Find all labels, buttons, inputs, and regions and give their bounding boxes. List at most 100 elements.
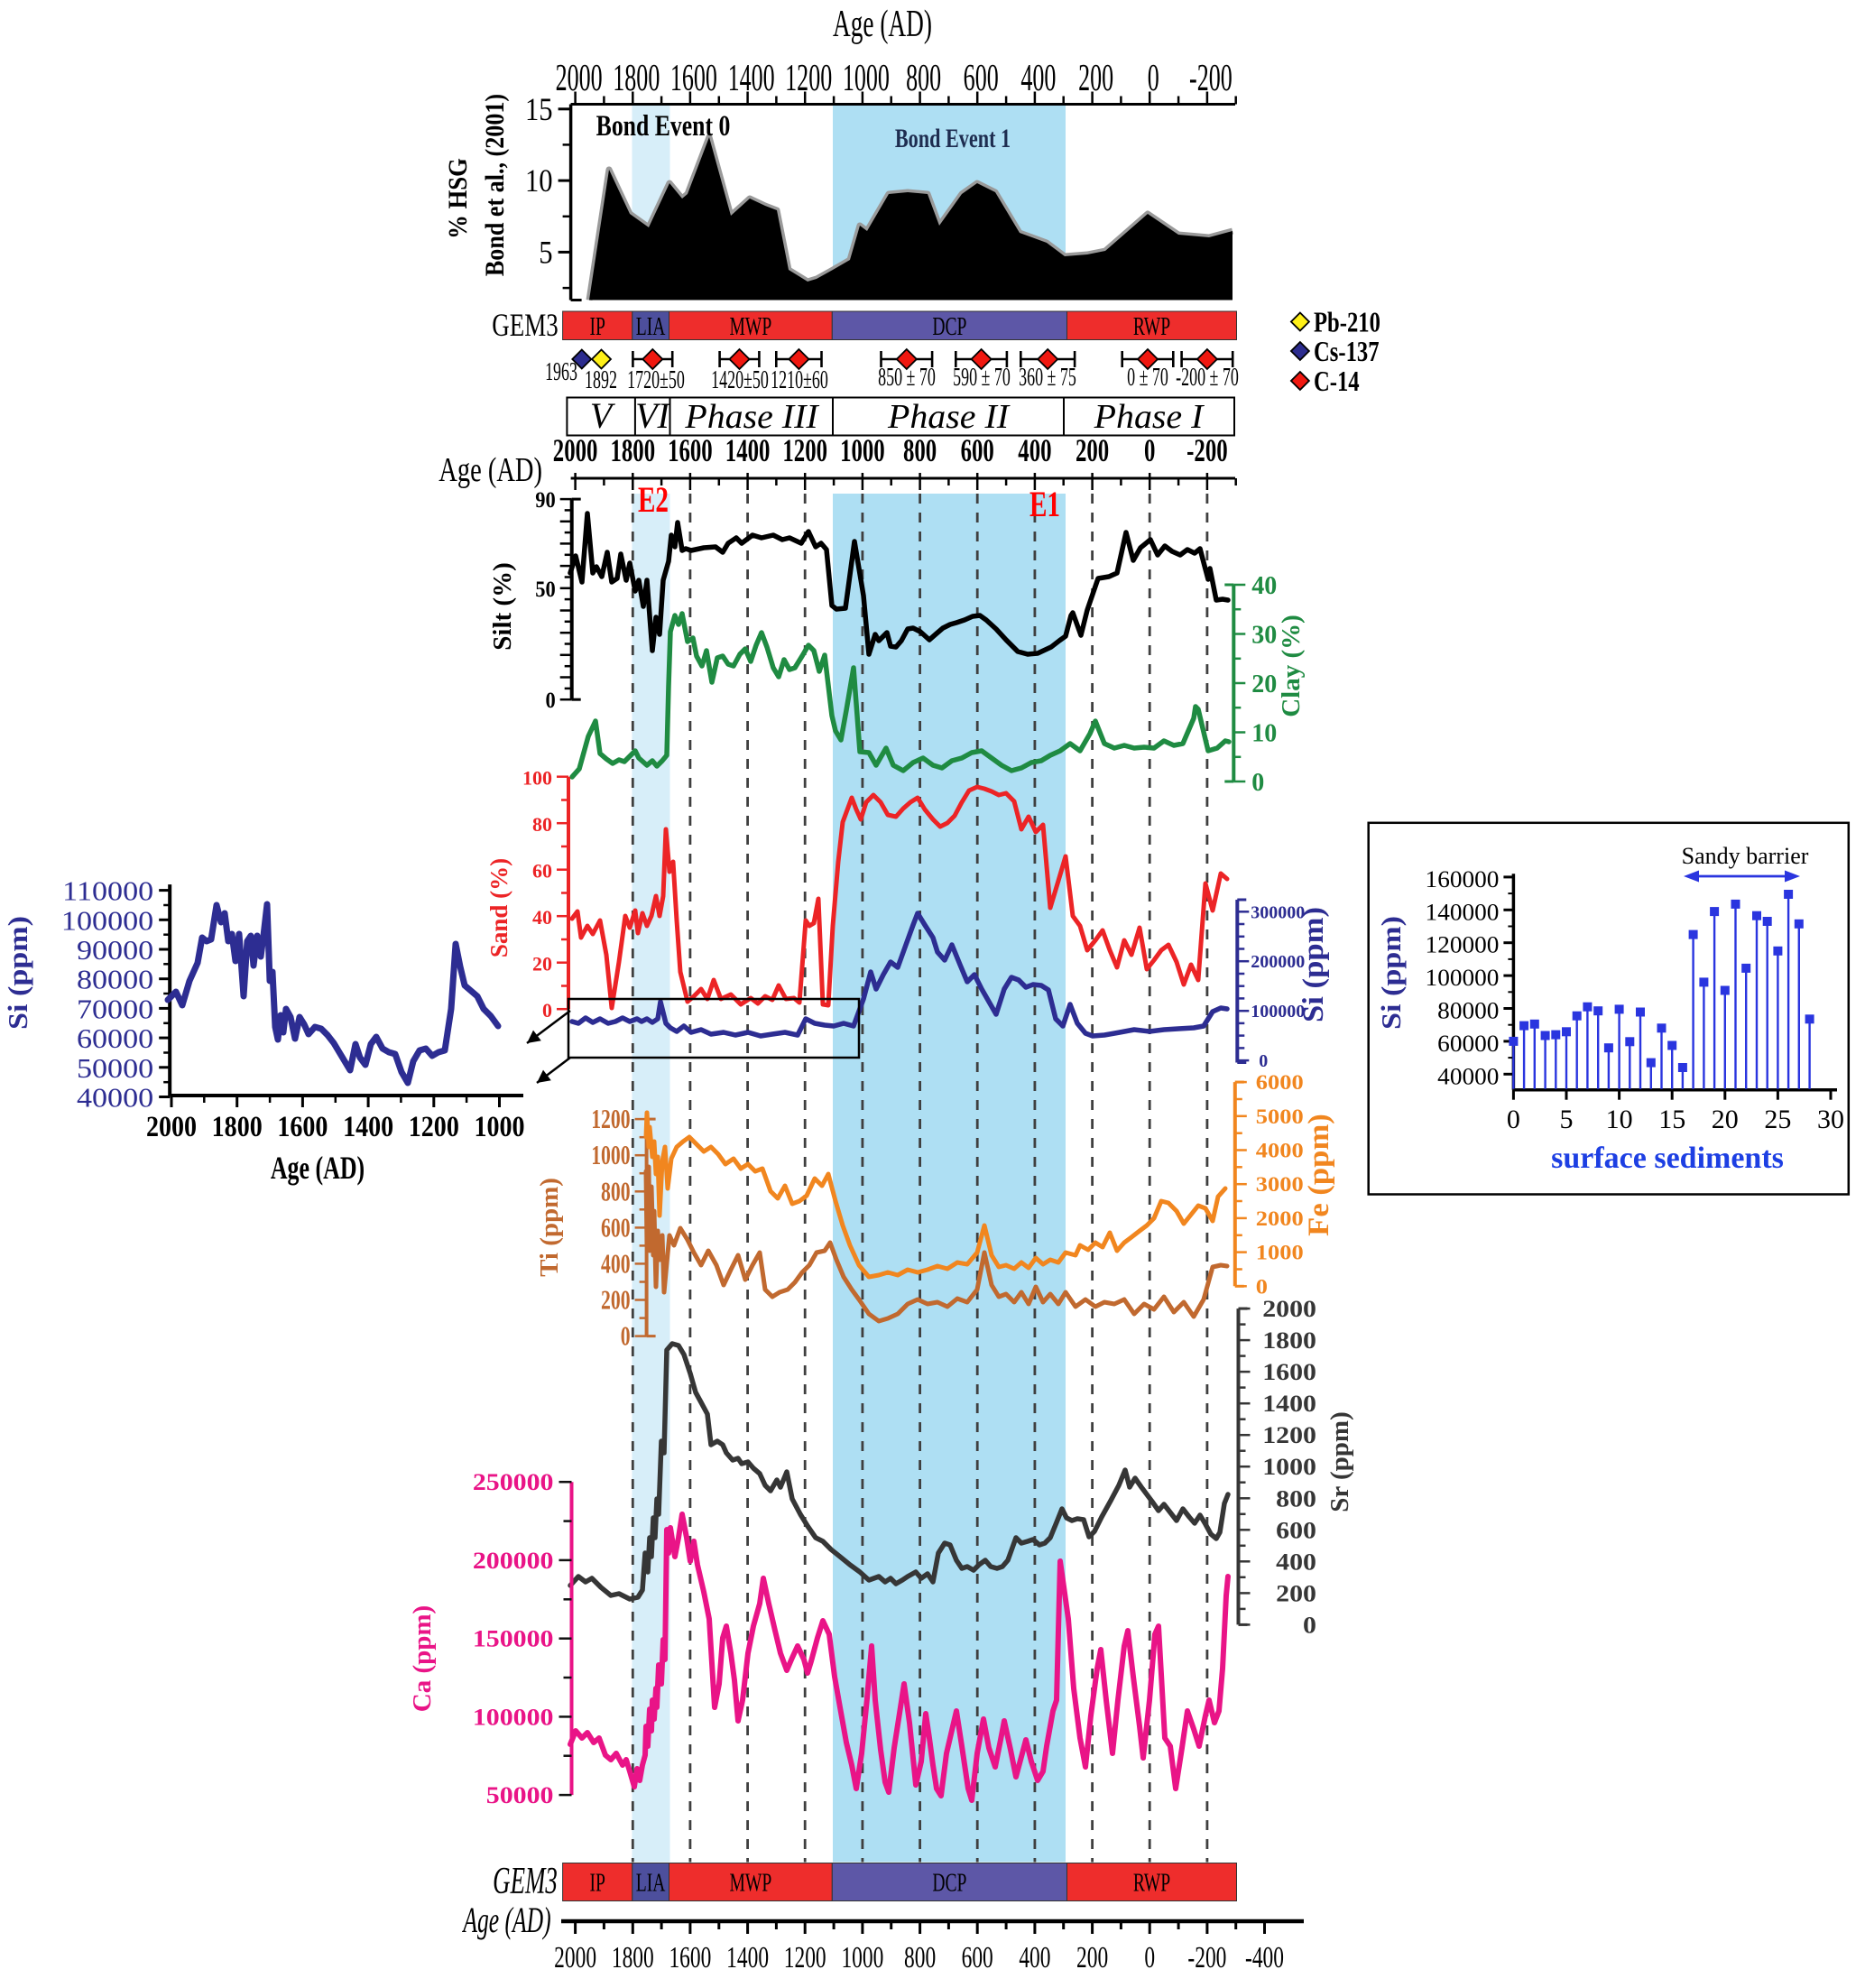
svg-text:15: 15 xyxy=(1658,1105,1685,1134)
svg-text:20: 20 xyxy=(1712,1105,1739,1134)
svg-text:1200: 1200 xyxy=(782,431,827,468)
svg-text:1963: 1963 xyxy=(545,358,577,386)
svg-text:800: 800 xyxy=(906,57,941,99)
svg-text:140000: 140000 xyxy=(1426,899,1500,925)
svg-text:15: 15 xyxy=(525,92,553,128)
svg-text:400: 400 xyxy=(1018,431,1051,468)
svg-text:1400: 1400 xyxy=(725,431,771,468)
svg-text:GEM3: GEM3 xyxy=(492,307,558,343)
svg-text:600: 600 xyxy=(964,57,999,99)
svg-text:30: 30 xyxy=(1251,622,1277,650)
svg-text:1800: 1800 xyxy=(610,431,655,468)
svg-text:LIA: LIA xyxy=(636,312,666,340)
svg-text:150000: 150000 xyxy=(473,1626,554,1652)
svg-text:200000: 200000 xyxy=(473,1549,554,1575)
svg-text:2000: 2000 xyxy=(556,57,603,99)
svg-text:Pb-210: Pb-210 xyxy=(1314,308,1380,339)
svg-text:1892: 1892 xyxy=(585,366,617,394)
svg-text:60: 60 xyxy=(532,860,552,883)
svg-text:10: 10 xyxy=(1606,1105,1633,1134)
svg-text:2000: 2000 xyxy=(553,431,598,468)
svg-text:300000: 300000 xyxy=(1251,902,1305,922)
svg-text:IP: IP xyxy=(589,1869,605,1897)
svg-text:200: 200 xyxy=(1076,431,1109,468)
svg-text:800: 800 xyxy=(1276,1486,1316,1512)
svg-text:0: 0 xyxy=(1303,1613,1316,1639)
svg-text:1000: 1000 xyxy=(841,1941,883,1974)
svg-text:20: 20 xyxy=(532,953,552,976)
svg-text:1200: 1200 xyxy=(1262,1423,1316,1449)
svg-text:Silt (%): Silt (%) xyxy=(488,562,517,650)
svg-text:1400: 1400 xyxy=(1262,1392,1316,1418)
svg-text:2000: 2000 xyxy=(1262,1297,1316,1323)
svg-text:400: 400 xyxy=(601,1248,631,1280)
svg-text:200: 200 xyxy=(1078,57,1113,99)
svg-text:Bond Event 0: Bond Event 0 xyxy=(596,110,731,143)
svg-text:Sand (%): Sand (%) xyxy=(485,858,512,957)
svg-text:50000: 50000 xyxy=(486,1783,554,1809)
svg-text:Si (ppm): Si (ppm) xyxy=(1297,907,1330,1022)
svg-text:30: 30 xyxy=(1817,1105,1844,1134)
svg-text:5: 5 xyxy=(1560,1105,1574,1134)
svg-text:1800: 1800 xyxy=(1262,1328,1316,1355)
svg-text:MWP: MWP xyxy=(729,1869,771,1897)
svg-text:LIA: LIA xyxy=(636,1869,666,1897)
svg-text:Sandy barrier: Sandy barrier xyxy=(1682,843,1809,869)
svg-text:80000: 80000 xyxy=(77,965,153,995)
svg-text:2000: 2000 xyxy=(554,1941,596,1974)
svg-text:600: 600 xyxy=(961,431,994,468)
svg-text:1210±60: 1210±60 xyxy=(771,366,828,394)
svg-text:0 ± 70: 0 ± 70 xyxy=(1127,364,1168,392)
svg-text:Bond et al., (2001): Bond et al., (2001) xyxy=(480,94,510,276)
svg-text:40: 40 xyxy=(532,906,552,929)
svg-text:1600: 1600 xyxy=(669,1941,711,1974)
svg-text:120000: 120000 xyxy=(1426,931,1500,957)
svg-text:5000: 5000 xyxy=(1256,1105,1304,1128)
svg-text:90000: 90000 xyxy=(77,935,153,966)
svg-text:200: 200 xyxy=(601,1284,631,1316)
svg-text:Age (AD): Age (AD) xyxy=(271,1150,365,1186)
svg-text:0: 0 xyxy=(1256,1276,1268,1299)
svg-text:Ti (ppm): Ti (ppm) xyxy=(535,1178,564,1277)
svg-text:100: 100 xyxy=(522,767,552,790)
svg-text:Clay (%): Clay (%) xyxy=(1277,615,1306,717)
svg-text:10: 10 xyxy=(525,163,553,199)
svg-text:100000: 100000 xyxy=(61,906,153,937)
svg-text:1400: 1400 xyxy=(343,1110,393,1143)
svg-text:1600: 1600 xyxy=(277,1110,328,1143)
svg-text:Age (AD): Age (AD) xyxy=(833,2,932,44)
svg-text:600: 600 xyxy=(962,1941,993,1974)
svg-text:50: 50 xyxy=(535,578,555,602)
svg-text:1420±50: 1420±50 xyxy=(711,366,769,394)
svg-text:0: 0 xyxy=(1251,769,1264,797)
svg-text:40000: 40000 xyxy=(1437,1063,1499,1089)
svg-text:0: 0 xyxy=(545,689,555,713)
svg-text:400: 400 xyxy=(1020,57,1056,99)
svg-text:200: 200 xyxy=(1276,1581,1316,1607)
svg-text:5: 5 xyxy=(539,235,552,271)
svg-text:Age (AD): Age (AD) xyxy=(462,1900,551,1940)
svg-text:400: 400 xyxy=(1276,1549,1316,1576)
svg-text:1600: 1600 xyxy=(670,57,717,99)
svg-text:1200: 1200 xyxy=(784,1941,826,1974)
svg-text:1000: 1000 xyxy=(591,1139,630,1170)
svg-text:0: 0 xyxy=(1507,1105,1520,1134)
svg-text:100000: 100000 xyxy=(473,1705,554,1731)
svg-text:0: 0 xyxy=(1259,1051,1268,1071)
svg-text:Si (ppm): Si (ppm) xyxy=(3,916,33,1030)
svg-text:C-14: C-14 xyxy=(1314,366,1360,398)
svg-text:200: 200 xyxy=(1076,1941,1108,1974)
svg-text:Ca (ppm): Ca (ppm) xyxy=(408,1605,437,1712)
svg-text:1000: 1000 xyxy=(1262,1455,1316,1481)
svg-text:1200: 1200 xyxy=(409,1110,459,1143)
svg-text:Age (AD): Age (AD) xyxy=(439,451,542,489)
svg-text:IP: IP xyxy=(589,312,605,340)
svg-text:100000: 100000 xyxy=(1251,1002,1305,1022)
svg-text:RWP: RWP xyxy=(1133,312,1170,340)
svg-text:-200: -200 xyxy=(1186,431,1228,468)
svg-text:590 ± 70: 590 ± 70 xyxy=(953,364,1011,392)
svg-text:160000: 160000 xyxy=(1426,865,1500,892)
svg-text:800: 800 xyxy=(904,1941,936,1974)
svg-text:10: 10 xyxy=(1251,720,1277,748)
svg-text:3000: 3000 xyxy=(1256,1174,1304,1197)
